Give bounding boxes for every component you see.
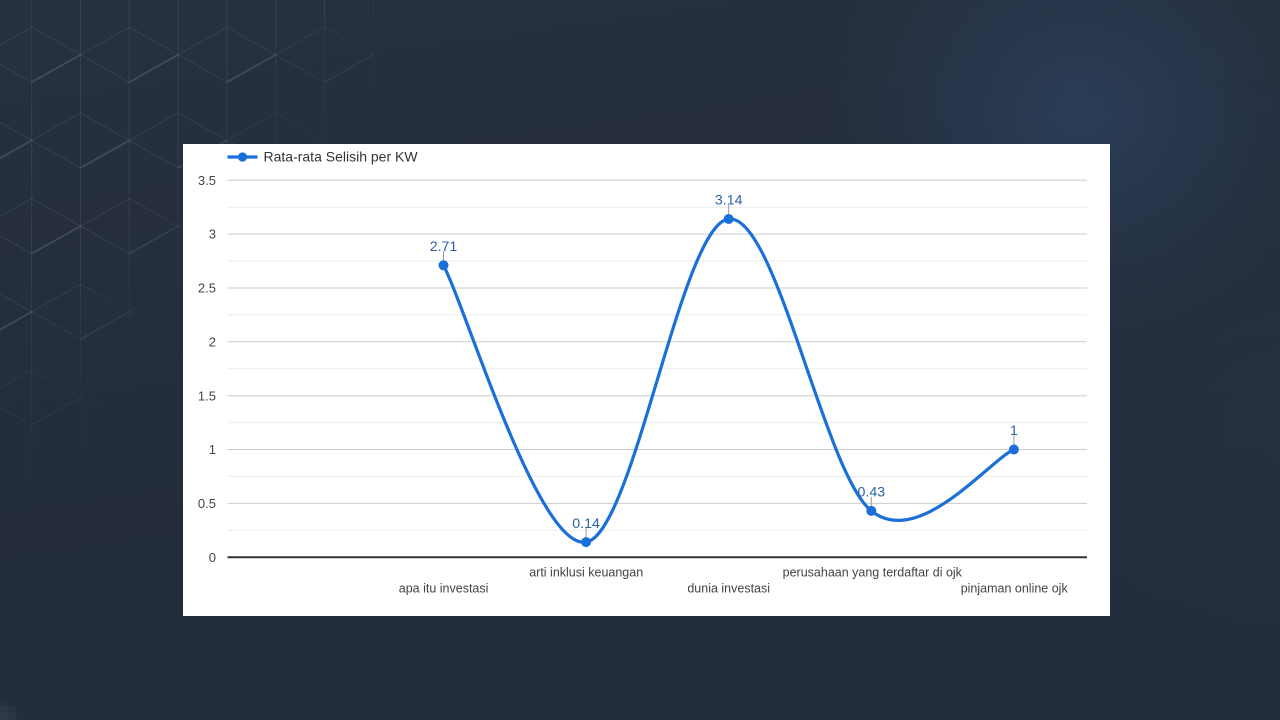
svg-text:3.14: 3.14 bbox=[715, 193, 743, 209]
svg-text:apa itu investasi: apa itu investasi bbox=[399, 582, 489, 596]
svg-text:1.5: 1.5 bbox=[198, 388, 216, 403]
svg-text:2: 2 bbox=[209, 334, 216, 349]
svg-text:0.43: 0.43 bbox=[857, 485, 885, 501]
svg-text:pinjaman online ojk: pinjaman online ojk bbox=[961, 582, 1069, 596]
svg-text:2.5: 2.5 bbox=[198, 281, 216, 296]
svg-text:0.5: 0.5 bbox=[198, 496, 216, 511]
svg-text:Rata-rata Selisih per KW: Rata-rata Selisih per KW bbox=[264, 149, 419, 165]
svg-text:0.14: 0.14 bbox=[572, 516, 600, 532]
svg-text:arti inklusi keuangan: arti inklusi keuangan bbox=[529, 565, 643, 579]
svg-text:0: 0 bbox=[209, 550, 216, 565]
svg-text:dunia investasi: dunia investasi bbox=[687, 582, 770, 596]
svg-text:1: 1 bbox=[209, 442, 216, 457]
svg-text:2.71: 2.71 bbox=[430, 239, 458, 255]
svg-text:perusahaan yang terdaftar di o: perusahaan yang terdaftar di ojk bbox=[783, 565, 963, 579]
svg-text:3: 3 bbox=[209, 227, 216, 242]
svg-text:3.5: 3.5 bbox=[198, 173, 216, 188]
svg-text:1: 1 bbox=[1010, 423, 1018, 439]
